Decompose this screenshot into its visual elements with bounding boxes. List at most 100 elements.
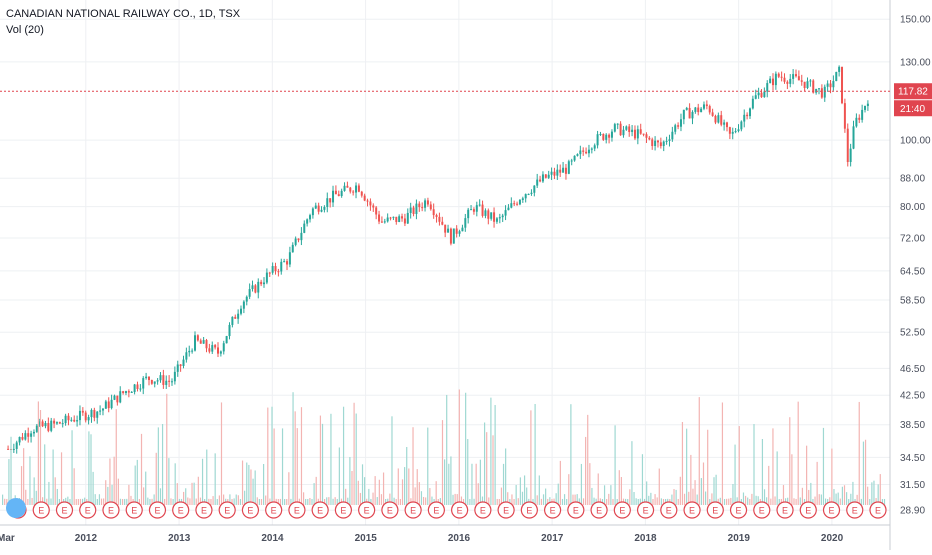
candle-body — [306, 219, 309, 224]
candle-body — [297, 238, 300, 241]
candle-body — [90, 409, 93, 418]
volume-bar — [241, 460, 244, 505]
candle-body — [268, 272, 271, 274]
volume-bar — [2, 494, 4, 505]
candle-body — [685, 107, 688, 110]
volume-bar — [744, 495, 747, 505]
candle-body — [254, 285, 257, 293]
candle-body — [363, 195, 366, 201]
volume-bar — [265, 495, 267, 505]
volume-bar — [683, 493, 686, 505]
volume-bar — [700, 478, 702, 505]
volume-bar — [262, 464, 265, 505]
earnings-marker — [729, 501, 748, 519]
candle-body — [518, 199, 521, 205]
volume-bar — [694, 480, 696, 505]
candle-body — [294, 238, 297, 245]
candle-body — [78, 410, 81, 421]
volume-bar — [100, 498, 103, 505]
earnings-marker-label: E — [596, 506, 602, 516]
volume-bar — [233, 498, 235, 505]
candle-body — [608, 134, 611, 138]
candle-body — [679, 119, 682, 127]
candle-body — [32, 431, 35, 434]
volume-bar — [321, 423, 324, 505]
volume-bar — [616, 498, 618, 505]
volume-bar — [483, 422, 486, 505]
volume-bar — [837, 492, 839, 505]
candle-body — [372, 205, 375, 208]
candle-body — [702, 104, 705, 109]
candle-body — [501, 215, 504, 218]
candle-body — [452, 228, 455, 244]
candle-body — [714, 115, 717, 123]
candle-body — [769, 78, 772, 84]
candle-body — [743, 114, 746, 122]
candle-body — [855, 117, 858, 127]
candle-body — [196, 335, 199, 341]
volume-bar — [128, 484, 130, 505]
candle-body — [101, 408, 104, 411]
volume-bar — [603, 485, 606, 505]
earnings-marker-label: E — [875, 506, 881, 516]
volume-bar — [458, 389, 460, 505]
volume-bar — [456, 494, 458, 505]
candle-body — [104, 401, 107, 409]
candle-body — [587, 149, 590, 154]
volume-bar — [791, 454, 793, 505]
volume-bar — [858, 401, 860, 505]
earnings-marker-label: E — [340, 506, 346, 516]
volume-bar — [410, 498, 412, 505]
volume-bar — [444, 459, 446, 505]
candle-body — [766, 83, 769, 92]
candle-body — [481, 204, 484, 216]
candle-body — [792, 74, 795, 79]
volume-bar — [559, 460, 561, 505]
volume-bar — [606, 498, 608, 505]
volume-bar — [736, 497, 738, 505]
volume-bar — [877, 484, 879, 505]
volume-bar — [90, 434, 92, 505]
volume-bar — [33, 477, 35, 505]
candle-body — [170, 381, 173, 383]
candle-body — [619, 123, 622, 136]
volume-bar — [414, 487, 416, 505]
volume-bar — [431, 496, 433, 505]
volume-bar — [721, 402, 724, 505]
earnings-marker — [474, 501, 492, 519]
candle-body — [127, 391, 130, 393]
earnings-marker-label: E — [457, 506, 463, 516]
candle-body — [435, 215, 438, 217]
volume-bar — [92, 471, 94, 505]
volume-bar — [839, 498, 841, 505]
volume-bar — [79, 498, 82, 505]
candle-body — [145, 376, 148, 379]
candle-body — [734, 131, 737, 133]
volume-bar — [305, 498, 307, 505]
x-tick-label: 2012 — [75, 533, 98, 544]
candle-body — [846, 128, 849, 162]
candle-body — [205, 340, 208, 349]
candle-body — [355, 185, 358, 193]
volume-bar — [639, 498, 641, 505]
candle-body — [533, 185, 536, 193]
candle-body — [625, 126, 628, 130]
volume-bar — [732, 484, 734, 505]
volume-bar — [435, 481, 437, 505]
y-tick-label: 130.00 — [900, 57, 931, 68]
volume-bar — [286, 498, 288, 505]
earnings-marker-label: E — [712, 506, 718, 516]
volume-bar — [526, 487, 528, 505]
volume-bar — [218, 495, 220, 505]
candle-body — [398, 216, 401, 222]
volume-bar — [696, 494, 698, 505]
volume-bar — [67, 496, 69, 505]
volume-bar — [206, 449, 208, 505]
volume-bar — [284, 499, 286, 505]
candle-body — [823, 86, 826, 98]
volume-bar — [715, 474, 717, 505]
volume-bar — [197, 476, 199, 505]
volume-bar — [172, 498, 174, 505]
